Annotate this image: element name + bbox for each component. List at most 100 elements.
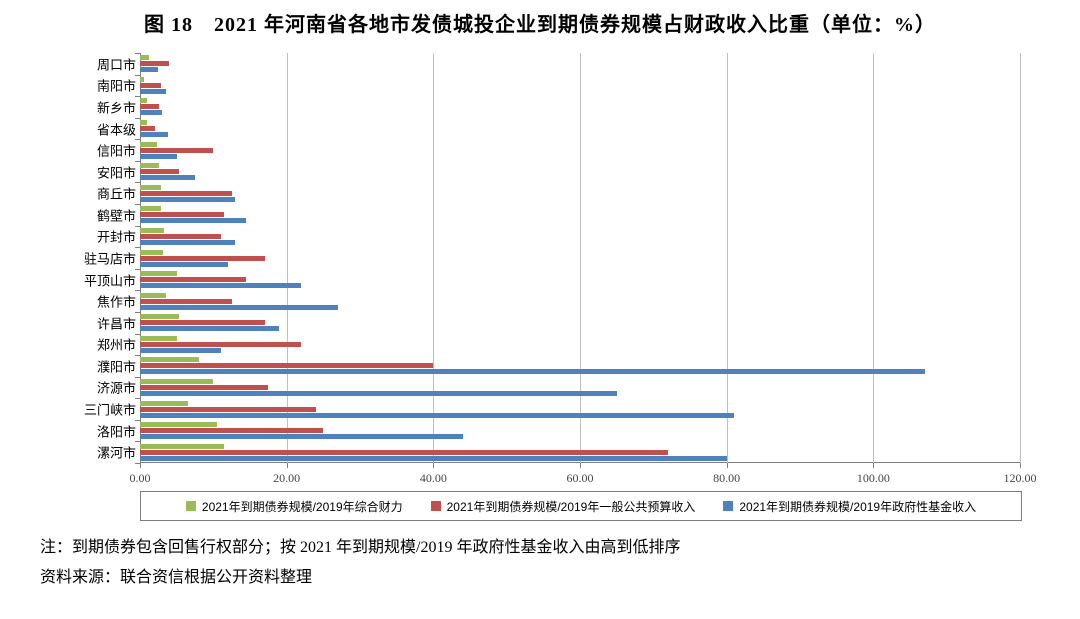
bar-general_budget [140, 148, 213, 153]
bar-comprehensive [140, 357, 199, 362]
category-label: 漯河市 [97, 443, 136, 462]
bar-comprehensive [140, 444, 224, 449]
footnote-2: 资料来源：联合资信根据公开资料整理 [40, 563, 1040, 593]
y-tick-mark [135, 398, 140, 399]
x-tick-mark [140, 463, 141, 468]
y-tick-mark [135, 247, 140, 248]
bar-general_budget [140, 407, 316, 412]
bar-general_budget [140, 342, 301, 347]
y-tick-mark [135, 226, 140, 227]
bar-gov_fund [140, 456, 727, 461]
bar-comprehensive [140, 379, 213, 384]
legend-swatch-comprehensive [186, 501, 196, 511]
bar-comprehensive [140, 120, 147, 125]
bar-gov_fund [140, 413, 734, 418]
bar-gov_fund [140, 175, 195, 180]
gridline [873, 53, 874, 463]
bar-general_budget [140, 83, 161, 88]
legend-item-general-budget: 2021年到期债券规模/2019年一般公共预算收入 [431, 498, 696, 515]
x-tick-label: 100.00 [857, 471, 890, 486]
category-label: 许昌市 [97, 313, 136, 332]
y-tick-mark [135, 463, 140, 464]
bar-general_budget [140, 234, 221, 239]
gridline [727, 53, 728, 463]
bar-general_budget [140, 169, 179, 174]
bar-gov_fund [140, 132, 168, 137]
bar-general_budget [140, 61, 169, 66]
gridline [287, 53, 288, 463]
plot-area: 0.0020.0040.0060.0080.00100.00120.00 [140, 53, 1020, 463]
bar-comprehensive [140, 271, 177, 276]
gridline [433, 53, 434, 463]
bar-general_budget [140, 126, 155, 131]
bar-gov_fund [140, 154, 177, 159]
bar-comprehensive [140, 77, 144, 82]
bar-gov_fund [140, 110, 162, 115]
category-label: 开封市 [97, 227, 136, 246]
category-label: 安阳市 [97, 162, 136, 181]
x-tick-mark [433, 463, 434, 468]
y-tick-mark [135, 75, 140, 76]
gridline [1020, 53, 1021, 463]
bar-general_budget [140, 212, 224, 217]
bar-comprehensive [140, 314, 179, 319]
bar-comprehensive [140, 163, 159, 168]
category-label: 鹤壁市 [97, 205, 136, 224]
legend: 2021年到期债券规模/2019年综合财力 2021年到期债券规模/2019年一… [140, 491, 1022, 521]
x-tick-mark [727, 463, 728, 468]
bar-gov_fund [140, 391, 617, 396]
category-label: 郑州市 [97, 335, 136, 354]
bar-gov_fund [140, 67, 158, 72]
category-label: 洛阳市 [97, 421, 136, 440]
bar-comprehensive [140, 401, 188, 406]
legend-item-comprehensive: 2021年到期债券规模/2019年综合财力 [186, 498, 403, 515]
bar-gov_fund [140, 434, 463, 439]
x-tick-label: 40.00 [420, 471, 447, 486]
legend-item-gov-fund: 2021年到期债券规模/2019年政府性基金收入 [723, 498, 976, 515]
category-label: 焦作市 [97, 292, 136, 311]
chart-title: 图 18 2021 年河南省各地市发债城投企业到期债券规模占财政收入比重（单位：… [40, 8, 1040, 37]
bar-gov_fund [140, 348, 221, 353]
bar-general_budget [140, 363, 433, 368]
legend-swatch-general-budget [431, 501, 441, 511]
bar-comprehensive [140, 336, 177, 341]
category-label: 省本级 [97, 119, 136, 138]
footnotes: 注：到期债券包含回售行权部分；按 2021 年到期规模/2019 年政府性基金收… [40, 533, 1040, 594]
bar-general_budget [140, 299, 232, 304]
category-label: 平顶山市 [84, 270, 136, 289]
y-tick-mark [135, 312, 140, 313]
x-tick-mark [873, 463, 874, 468]
x-tick-mark [1020, 463, 1021, 468]
y-tick-mark [135, 355, 140, 356]
category-label: 驻马店市 [84, 249, 136, 268]
bar-general_budget [140, 191, 232, 196]
bar-general_budget [140, 428, 323, 433]
y-tick-mark [135, 53, 140, 54]
bar-general_budget [140, 277, 246, 282]
category-label: 信阳市 [97, 141, 136, 160]
x-tick-mark [580, 463, 581, 468]
legend-label-comprehensive: 2021年到期债券规模/2019年综合财力 [202, 498, 403, 515]
bar-comprehensive [140, 228, 164, 233]
category-label: 济源市 [97, 378, 136, 397]
category-label: 周口市 [97, 54, 136, 73]
bar-gov_fund [140, 326, 279, 331]
bar-general_budget [140, 256, 265, 261]
legend-label-gov-fund: 2021年到期债券规模/2019年政府性基金收入 [739, 498, 976, 515]
bar-gov_fund [140, 197, 235, 202]
y-tick-mark [135, 182, 140, 183]
x-tick-label: 0.00 [130, 471, 151, 486]
bar-comprehensive [140, 293, 166, 298]
bar-gov_fund [140, 369, 925, 374]
y-tick-mark [135, 441, 140, 442]
category-label: 三门峡市 [84, 400, 136, 419]
bar-comprehensive [140, 250, 163, 255]
bar-gov_fund [140, 305, 338, 310]
bar-comprehensive [140, 142, 157, 147]
bar-comprehensive [140, 98, 147, 103]
bar-comprehensive [140, 55, 149, 60]
x-tick-label: 60.00 [567, 471, 594, 486]
bar-comprehensive [140, 206, 161, 211]
x-tick-label: 120.00 [1004, 471, 1037, 486]
category-label: 商丘市 [97, 184, 136, 203]
